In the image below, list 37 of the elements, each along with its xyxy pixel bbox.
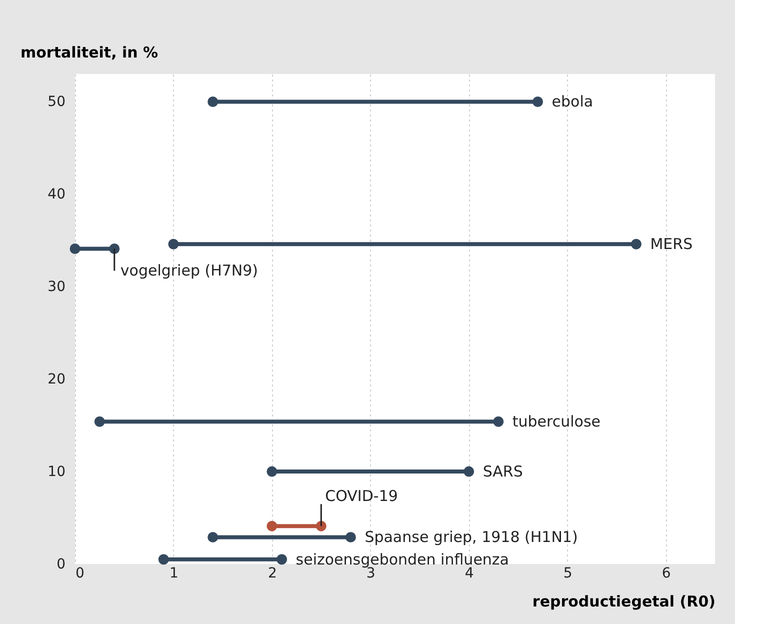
point <box>158 554 169 565</box>
x-axis-title: reproductiegetal (R0) <box>532 592 716 610</box>
x-tick-label: 0 <box>76 566 84 582</box>
point <box>316 520 326 532</box>
point <box>109 244 120 254</box>
y-tick-label: 50 <box>48 94 66 110</box>
series-label: Spaanse griep, 1918 (H1N1) <box>364 528 578 546</box>
point <box>70 244 80 254</box>
point <box>630 238 642 250</box>
point <box>532 96 544 107</box>
y-tick-label: 10 <box>48 464 66 480</box>
point <box>276 554 288 565</box>
point <box>464 466 474 477</box>
x-tick-label: 5 <box>563 566 572 582</box>
point <box>168 238 179 250</box>
point <box>208 532 218 542</box>
point <box>345 532 356 542</box>
y-axis-title: mortaliteit, in % <box>20 44 158 62</box>
x-tick-label: 2 <box>268 566 277 582</box>
series-label: ebola <box>552 92 594 111</box>
point <box>266 520 278 532</box>
series-label: COVID-19 <box>325 487 398 506</box>
series-label: tuberculose <box>512 412 601 431</box>
point <box>208 96 218 107</box>
point <box>493 416 504 427</box>
y-tick-label: 30 <box>48 279 66 296</box>
y-tick-label: 20 <box>48 372 66 388</box>
series-label: MERS <box>650 235 693 254</box>
series-label: SARS <box>482 462 523 481</box>
x-tick-label: 1 <box>170 566 178 582</box>
series-label: seizoensgebonden influenza <box>296 550 510 568</box>
x-tick-label: 6 <box>662 566 671 582</box>
point <box>266 466 278 477</box>
point <box>94 416 105 427</box>
y-tick-label: 40 <box>48 186 66 203</box>
x-tick-label: 4 <box>464 566 474 582</box>
series-label: vogelgriep (H7N9) <box>120 262 258 280</box>
